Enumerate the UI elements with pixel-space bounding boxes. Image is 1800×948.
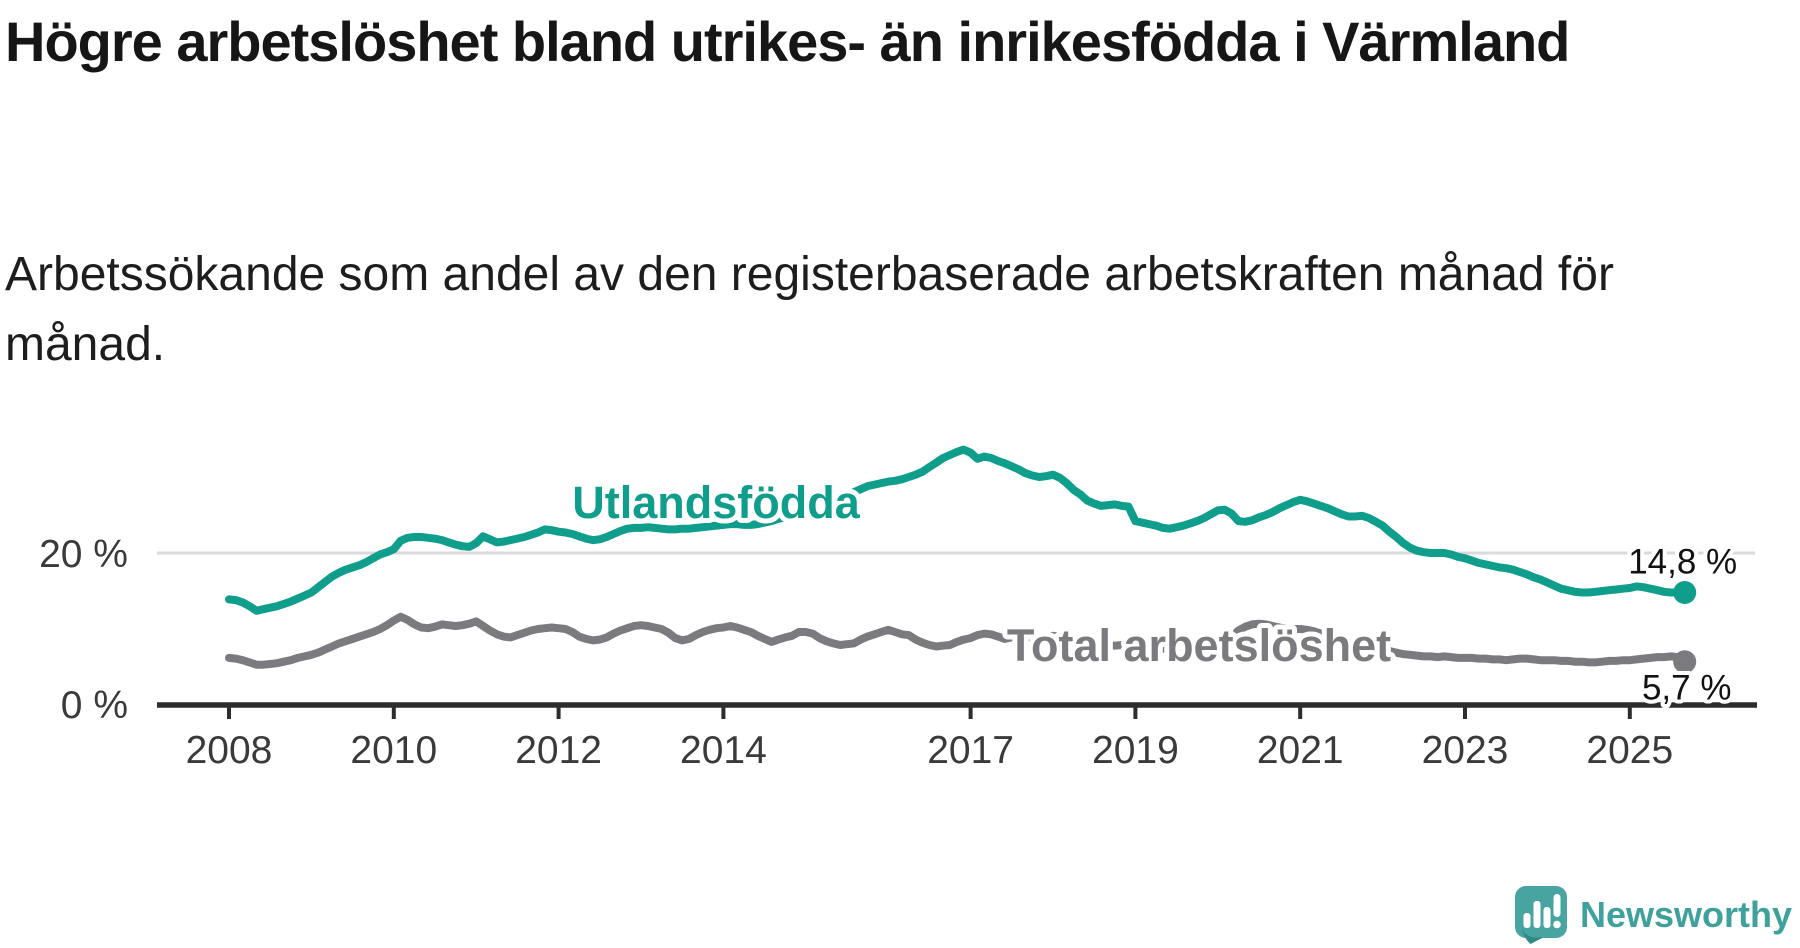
x-axis-tick-label: 2019: [1092, 729, 1179, 772]
newsworthy-logo: Newsworthy: [1514, 886, 1792, 944]
x-axis-tick-label: 2021: [1257, 729, 1344, 772]
chart-subtitle: Arbetssökande som andel av den registerb…: [5, 248, 1614, 371]
series-label: Utlandsfödda: [572, 477, 860, 528]
x-axis-tick-label: 2008: [186, 729, 273, 772]
series-end-dot: [1673, 581, 1697, 604]
series-label: Total arbetslöshet: [1007, 620, 1391, 671]
x-axis-tick-label: 2023: [1422, 729, 1509, 772]
series-end-value-label: 5,7 %: [1642, 669, 1732, 708]
series-line-total-arbetsloshet: [225, 612, 1689, 669]
x-axis-tick-label: 2017: [927, 729, 1014, 772]
x-axis-tick-label: 2025: [1586, 729, 1673, 772]
series-end-value-label: 14,8 %: [1628, 543, 1737, 582]
series-line-utlandsfodda: [225, 445, 1689, 615]
x-axis-tick-label: 2014: [680, 729, 767, 772]
series-end-dot: [1673, 650, 1697, 674]
x-axis-tick-label: 2012: [515, 729, 602, 772]
x-axis-tick-label: 2010: [350, 729, 437, 772]
newsworthy-logo-icon: [1514, 886, 1567, 944]
chart-title: Högre arbetslöshet bland utrikes- än inr…: [5, 10, 1570, 73]
logo-text: Newsworthy: [1579, 894, 1792, 935]
y-axis-tick-label: 20 %: [39, 533, 128, 576]
y-axis-tick-label: 0 %: [61, 684, 128, 727]
